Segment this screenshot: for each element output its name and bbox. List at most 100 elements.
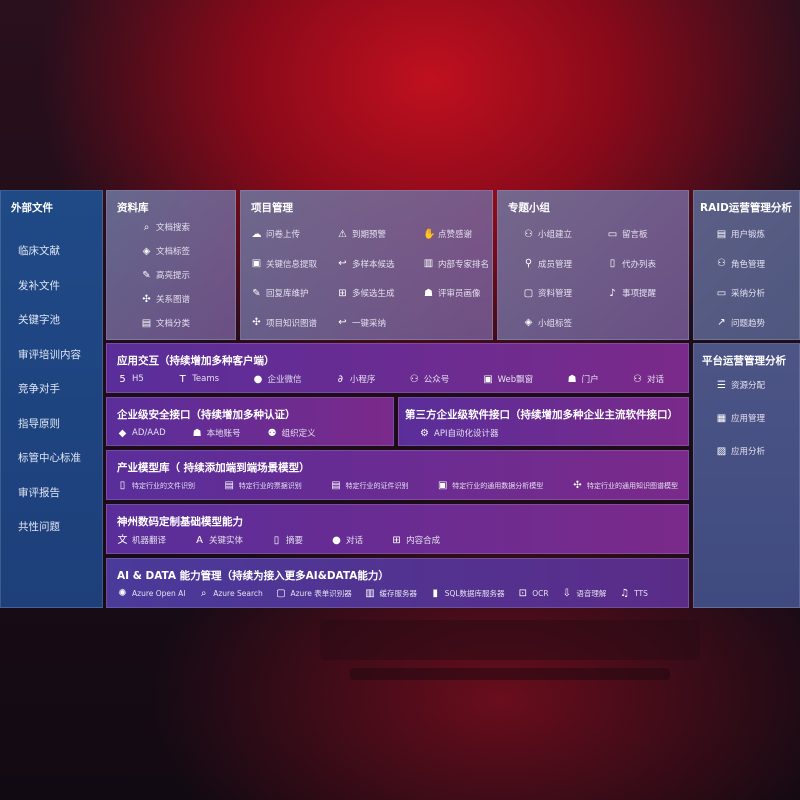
aidata-item[interactable]: ▢ Azure 表单识别器 [275, 588, 351, 599]
sidebar-item[interactable]: 审评报告 [18, 486, 60, 499]
reflection-shape [320, 620, 700, 660]
library-item[interactable]: ◈ 文档标签 [141, 245, 190, 258]
security-item-label: 组织定义 [281, 429, 316, 439]
raid-item[interactable]: ▭ 采纳分析 [716, 287, 765, 300]
apps-icon: ▦ [716, 412, 727, 424]
library-title: 资料库 [117, 202, 149, 214]
platform-item-label: 资源分配 [731, 381, 766, 391]
project-item[interactable]: ✣ 项目知识图谱 [251, 317, 317, 329]
aidata-item[interactable]: ⇩ 语音理解 [561, 588, 607, 599]
interaction-item[interactable]: ● 企业微信 [252, 373, 302, 386]
tts-icon: ♫ [620, 588, 630, 599]
industry-item[interactable]: ▣ 特定行业的通用数据分析模型 [437, 480, 543, 491]
group-item[interactable]: ◈ 小组标签 [523, 317, 572, 329]
industry-item[interactable]: ▤ 特定行业的票据识别 [224, 480, 302, 491]
reply-icon: ↩ [338, 258, 347, 269]
org-icon: ⚉ [267, 427, 277, 439]
ai-data-panel: AI & DATA 能力管理（持续为接入更多AI&DATA能力） ✺ Azure … [106, 558, 689, 608]
thirdparty-title: 第三方企业级软件接口（持续增加多种企业主流软件接口） [405, 409, 678, 421]
project-item[interactable]: ▥ 内部专家排名 [423, 258, 489, 270]
library-item[interactable]: ✎ 高亮提示 [141, 269, 191, 282]
project-item[interactable]: ⚠ 到期预警 [337, 228, 386, 241]
platform-item[interactable]: ▦ 应用管理 [716, 412, 765, 425]
group-item[interactable]: ▭ 留言板 [607, 228, 648, 241]
thirdparty-item[interactable]: ⚙ API自动化设计器 [419, 427, 498, 440]
aidata-item-label: OCR [532, 589, 549, 598]
interaction-item[interactable]: 5 H5 [117, 374, 144, 385]
base-title: 神州数码定制基础模型能力 [117, 516, 243, 528]
library-item[interactable]: ✣ 关系图谱 [141, 293, 190, 306]
library-item-label: 高亮提示 [156, 271, 191, 281]
aidata-item[interactable]: ♫ TTS [619, 588, 648, 599]
interaction-item[interactable]: ⚇ 公众号 [409, 373, 450, 386]
project-item[interactable]: ↩ 一键采纳 [337, 317, 386, 329]
group-item[interactable]: ▢ 资料管理 [523, 287, 572, 300]
interaction-item[interactable]: ☗ 门户 [567, 373, 599, 386]
cloud-upload-icon: ☁ [251, 228, 262, 240]
aidata-item[interactable]: ▥ 缓存服务器 [364, 588, 417, 599]
industry-item[interactable]: ▤ 特定行业的证件识别 [331, 480, 408, 491]
aidata-item[interactable]: ▮ SQL数据库服务器 [430, 588, 504, 599]
project-item[interactable]: ▣ 关键信息提取 [251, 258, 317, 270]
project-item[interactable]: ↩ 多样本候选 [337, 258, 394, 270]
base-item[interactable]: 文机器翻译 [117, 534, 167, 547]
graph-icon: ✣ [142, 293, 151, 305]
library-item[interactable]: ⌕ 文档搜索 [141, 221, 190, 234]
raid-title: RAID运营管理分析 [700, 202, 792, 214]
sidebar-item[interactable]: 关键字池 [18, 314, 60, 326]
group-item-label: 成员管理 [538, 259, 573, 270]
interaction-item[interactable]: ▣ Web飘窗 [483, 373, 533, 386]
sidebar-item[interactable]: 竞争对手 [18, 383, 60, 395]
platform-item[interactable]: ▨ 应用分析 [716, 445, 765, 458]
interaction-item[interactable]: ⚇ 对话 [632, 373, 664, 386]
base-item[interactable]: ● 对话 [331, 534, 364, 547]
interaction-item[interactable]: ∂ 小程序 [335, 373, 376, 386]
group-item[interactable]: ⚇ 小组建立 [523, 228, 572, 241]
aidata-item[interactable]: ⌕ Azure Search [198, 588, 263, 599]
aidata-item[interactable]: ⊡ OCR [517, 588, 549, 599]
sidebar-item[interactable]: 审评培训内容 [18, 348, 81, 361]
base-item[interactable]: ▯ 摘要 [271, 534, 303, 547]
group-item[interactable]: ▯ 代办列表 [607, 258, 656, 270]
interaction-title: 应用交互（持续增加多种客户端） [117, 355, 275, 367]
group-item[interactable]: ♪ 事项提醒 [607, 287, 656, 300]
openai-icon: ✺ [118, 588, 127, 599]
sidebar-item[interactable]: 标管中心标准 [18, 452, 81, 464]
bell-icon: ♪ [609, 287, 616, 299]
project-item[interactable]: ☗ 评审员画像 [423, 287, 481, 300]
base-item-label: 对话 [346, 536, 364, 546]
aidata-item-label: TTS [634, 589, 648, 598]
project-item[interactable]: ✋ 点赞感谢 [423, 228, 472, 241]
speech-icon: ⇩ [562, 588, 572, 599]
project-item[interactable]: ✎ 回复库维护 [251, 287, 309, 300]
graph-icon: ✣ [573, 480, 582, 491]
raid-item[interactable]: ↗ 问题趋势 [716, 317, 765, 329]
raid-item[interactable]: ▤ 用户锻炼 [716, 228, 765, 241]
industry-item-label: 特定行业的票据识别 [238, 481, 302, 490]
industry-item[interactable]: ✣ 特定行业的通用知识图谱模型 [572, 480, 678, 491]
base-item[interactable]: ⊞ 内容合成 [391, 534, 440, 547]
security-item[interactable]: ⚉ 组织定义 [267, 427, 316, 440]
sidebar-item[interactable]: 指导原则 [18, 417, 60, 430]
project-item[interactable]: ⊞ 多候选生成 [337, 287, 394, 300]
sidebar-item[interactable]: 共性问题 [18, 521, 60, 533]
bbs-icon: ▭ [607, 228, 618, 240]
id-card-icon: ▤ [716, 228, 727, 240]
users-icon: ⚇ [524, 228, 533, 240]
project-item-label: 回复库维护 [266, 289, 309, 299]
group-item[interactable]: ⚲ 成员管理 [523, 258, 572, 270]
aidata-item[interactable]: ✺ Azure Open AI [117, 588, 185, 599]
library-item-label: 文档分类 [156, 319, 191, 329]
platform-item[interactable]: ☰ 资源分配 [716, 379, 766, 392]
project-item[interactable]: ☁ 问卷上传 [251, 228, 301, 241]
teams-icon: T [179, 373, 186, 385]
security-item[interactable]: ◆ AD/AAD [117, 428, 166, 439]
library-item[interactable]: ▤ 文档分类 [141, 317, 191, 330]
raid-item[interactable]: ⚇ 角色管理 [716, 258, 765, 270]
security-item[interactable]: ☗ 本地账号 [192, 427, 241, 440]
base-item[interactable]: A 关键实体 [194, 534, 243, 547]
sidebar-item[interactable]: 临床文献 [18, 245, 60, 257]
industry-item[interactable]: ▯ 特定行业的文件识别 [117, 480, 195, 491]
sidebar-item[interactable]: 发补文件 [18, 279, 60, 292]
interaction-item[interactable]: T Teams [177, 374, 219, 385]
